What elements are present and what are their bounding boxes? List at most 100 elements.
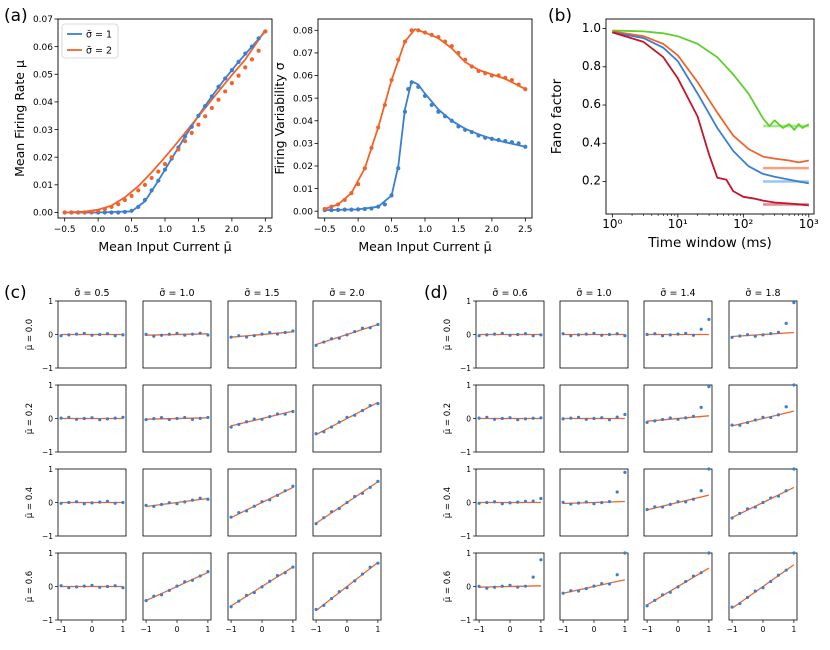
data-point bbox=[389, 193, 394, 198]
row-label: μ̄ = 0.4 bbox=[443, 487, 453, 518]
data-point bbox=[645, 332, 649, 337]
y-tick-label: 0.05 bbox=[293, 94, 313, 104]
data-point bbox=[329, 596, 334, 601]
data-point bbox=[175, 584, 179, 588]
data-point bbox=[176, 147, 181, 152]
data-point bbox=[539, 496, 543, 501]
data-point bbox=[684, 500, 688, 504]
data-point bbox=[469, 129, 474, 135]
data-point bbox=[345, 586, 349, 590]
data-point bbox=[196, 113, 201, 118]
data-point bbox=[329, 337, 334, 341]
data-point bbox=[753, 334, 757, 338]
data-point bbox=[761, 333, 765, 337]
data-point bbox=[198, 574, 202, 578]
data-point bbox=[256, 36, 261, 41]
data-point bbox=[516, 332, 520, 337]
data-point bbox=[353, 494, 357, 499]
data-point bbox=[159, 502, 164, 507]
data-point bbox=[223, 76, 228, 81]
data-point bbox=[283, 330, 287, 335]
data-point bbox=[244, 420, 249, 424]
x-tick-label: 0.5 bbox=[384, 225, 398, 235]
subplot-frame bbox=[728, 300, 798, 369]
data-point bbox=[335, 207, 341, 212]
data-point bbox=[516, 500, 520, 504]
data-point bbox=[416, 84, 421, 89]
data-point bbox=[523, 417, 528, 421]
y-tick-label: 1 bbox=[466, 465, 471, 474]
data-point bbox=[730, 423, 734, 427]
y-tick-label: 0.07 bbox=[293, 49, 313, 59]
data-point bbox=[183, 500, 187, 504]
data-point bbox=[249, 44, 255, 49]
data-point bbox=[82, 584, 86, 588]
data-point bbox=[492, 332, 497, 336]
data-point bbox=[96, 208, 101, 213]
data-point bbox=[67, 500, 71, 505]
subplot-frame bbox=[227, 468, 297, 537]
x-tick-label: 2.0 bbox=[485, 225, 500, 235]
y-tick-label: 0.01 bbox=[293, 185, 313, 195]
data-point bbox=[607, 582, 612, 586]
data-point bbox=[109, 210, 114, 215]
data-point bbox=[182, 139, 188, 144]
data-point bbox=[409, 80, 414, 85]
subplot-frame bbox=[728, 468, 798, 537]
data-point bbox=[485, 415, 489, 419]
subplot-frame bbox=[643, 300, 713, 369]
data-point bbox=[456, 124, 461, 129]
data-point bbox=[436, 109, 441, 114]
data-point bbox=[69, 210, 74, 215]
y-axis-label: Fano factor bbox=[549, 78, 565, 154]
data-point bbox=[477, 584, 481, 588]
data-point bbox=[322, 206, 327, 212]
data-point bbox=[539, 416, 543, 420]
data-point bbox=[216, 84, 221, 89]
data-point bbox=[761, 586, 765, 590]
data-point bbox=[539, 333, 543, 337]
data-point bbox=[175, 331, 179, 335]
data-point bbox=[584, 500, 588, 504]
data-point bbox=[738, 511, 742, 516]
data-point bbox=[189, 130, 194, 135]
data-point bbox=[229, 81, 234, 86]
legend-label: σ̄ = 2 bbox=[86, 46, 112, 57]
data-point bbox=[369, 206, 374, 211]
data-point bbox=[342, 207, 347, 212]
data-point bbox=[353, 579, 357, 583]
data-point bbox=[449, 44, 454, 49]
data-point bbox=[190, 578, 195, 582]
data-point bbox=[523, 584, 528, 588]
subplot-frame bbox=[559, 300, 629, 369]
row-label: μ̄ = 0.4 bbox=[25, 487, 35, 518]
y-tick-label: 0 bbox=[48, 499, 53, 508]
data-point bbox=[500, 502, 504, 506]
x-tick-label: 1 bbox=[291, 625, 296, 634]
data-point bbox=[198, 416, 202, 420]
data-point bbox=[653, 419, 657, 423]
data-point bbox=[206, 570, 210, 574]
subplot-frame bbox=[142, 468, 212, 537]
data-point bbox=[159, 333, 164, 337]
y-tick-label: 0 bbox=[48, 415, 53, 424]
data-point bbox=[198, 496, 202, 500]
panel-label-d: (d) bbox=[424, 283, 448, 303]
data-point bbox=[82, 210, 87, 215]
data-point bbox=[263, 29, 268, 34]
data-point bbox=[416, 28, 421, 33]
x-tick-label: 0 bbox=[761, 625, 766, 634]
data-point bbox=[500, 331, 504, 335]
data-point bbox=[152, 594, 156, 598]
data-point bbox=[98, 332, 102, 337]
x-tick-label: −1 bbox=[558, 625, 569, 634]
data-point bbox=[268, 579, 272, 583]
data-point bbox=[283, 489, 287, 493]
x-tick-label: 1 bbox=[792, 625, 797, 634]
column-title: σ̄ = 1.0 bbox=[576, 288, 611, 299]
data-point bbox=[584, 332, 588, 336]
data-point bbox=[162, 167, 168, 172]
y-tick-label: −1 bbox=[460, 448, 471, 457]
data-point bbox=[508, 416, 512, 420]
data-point bbox=[707, 467, 711, 471]
